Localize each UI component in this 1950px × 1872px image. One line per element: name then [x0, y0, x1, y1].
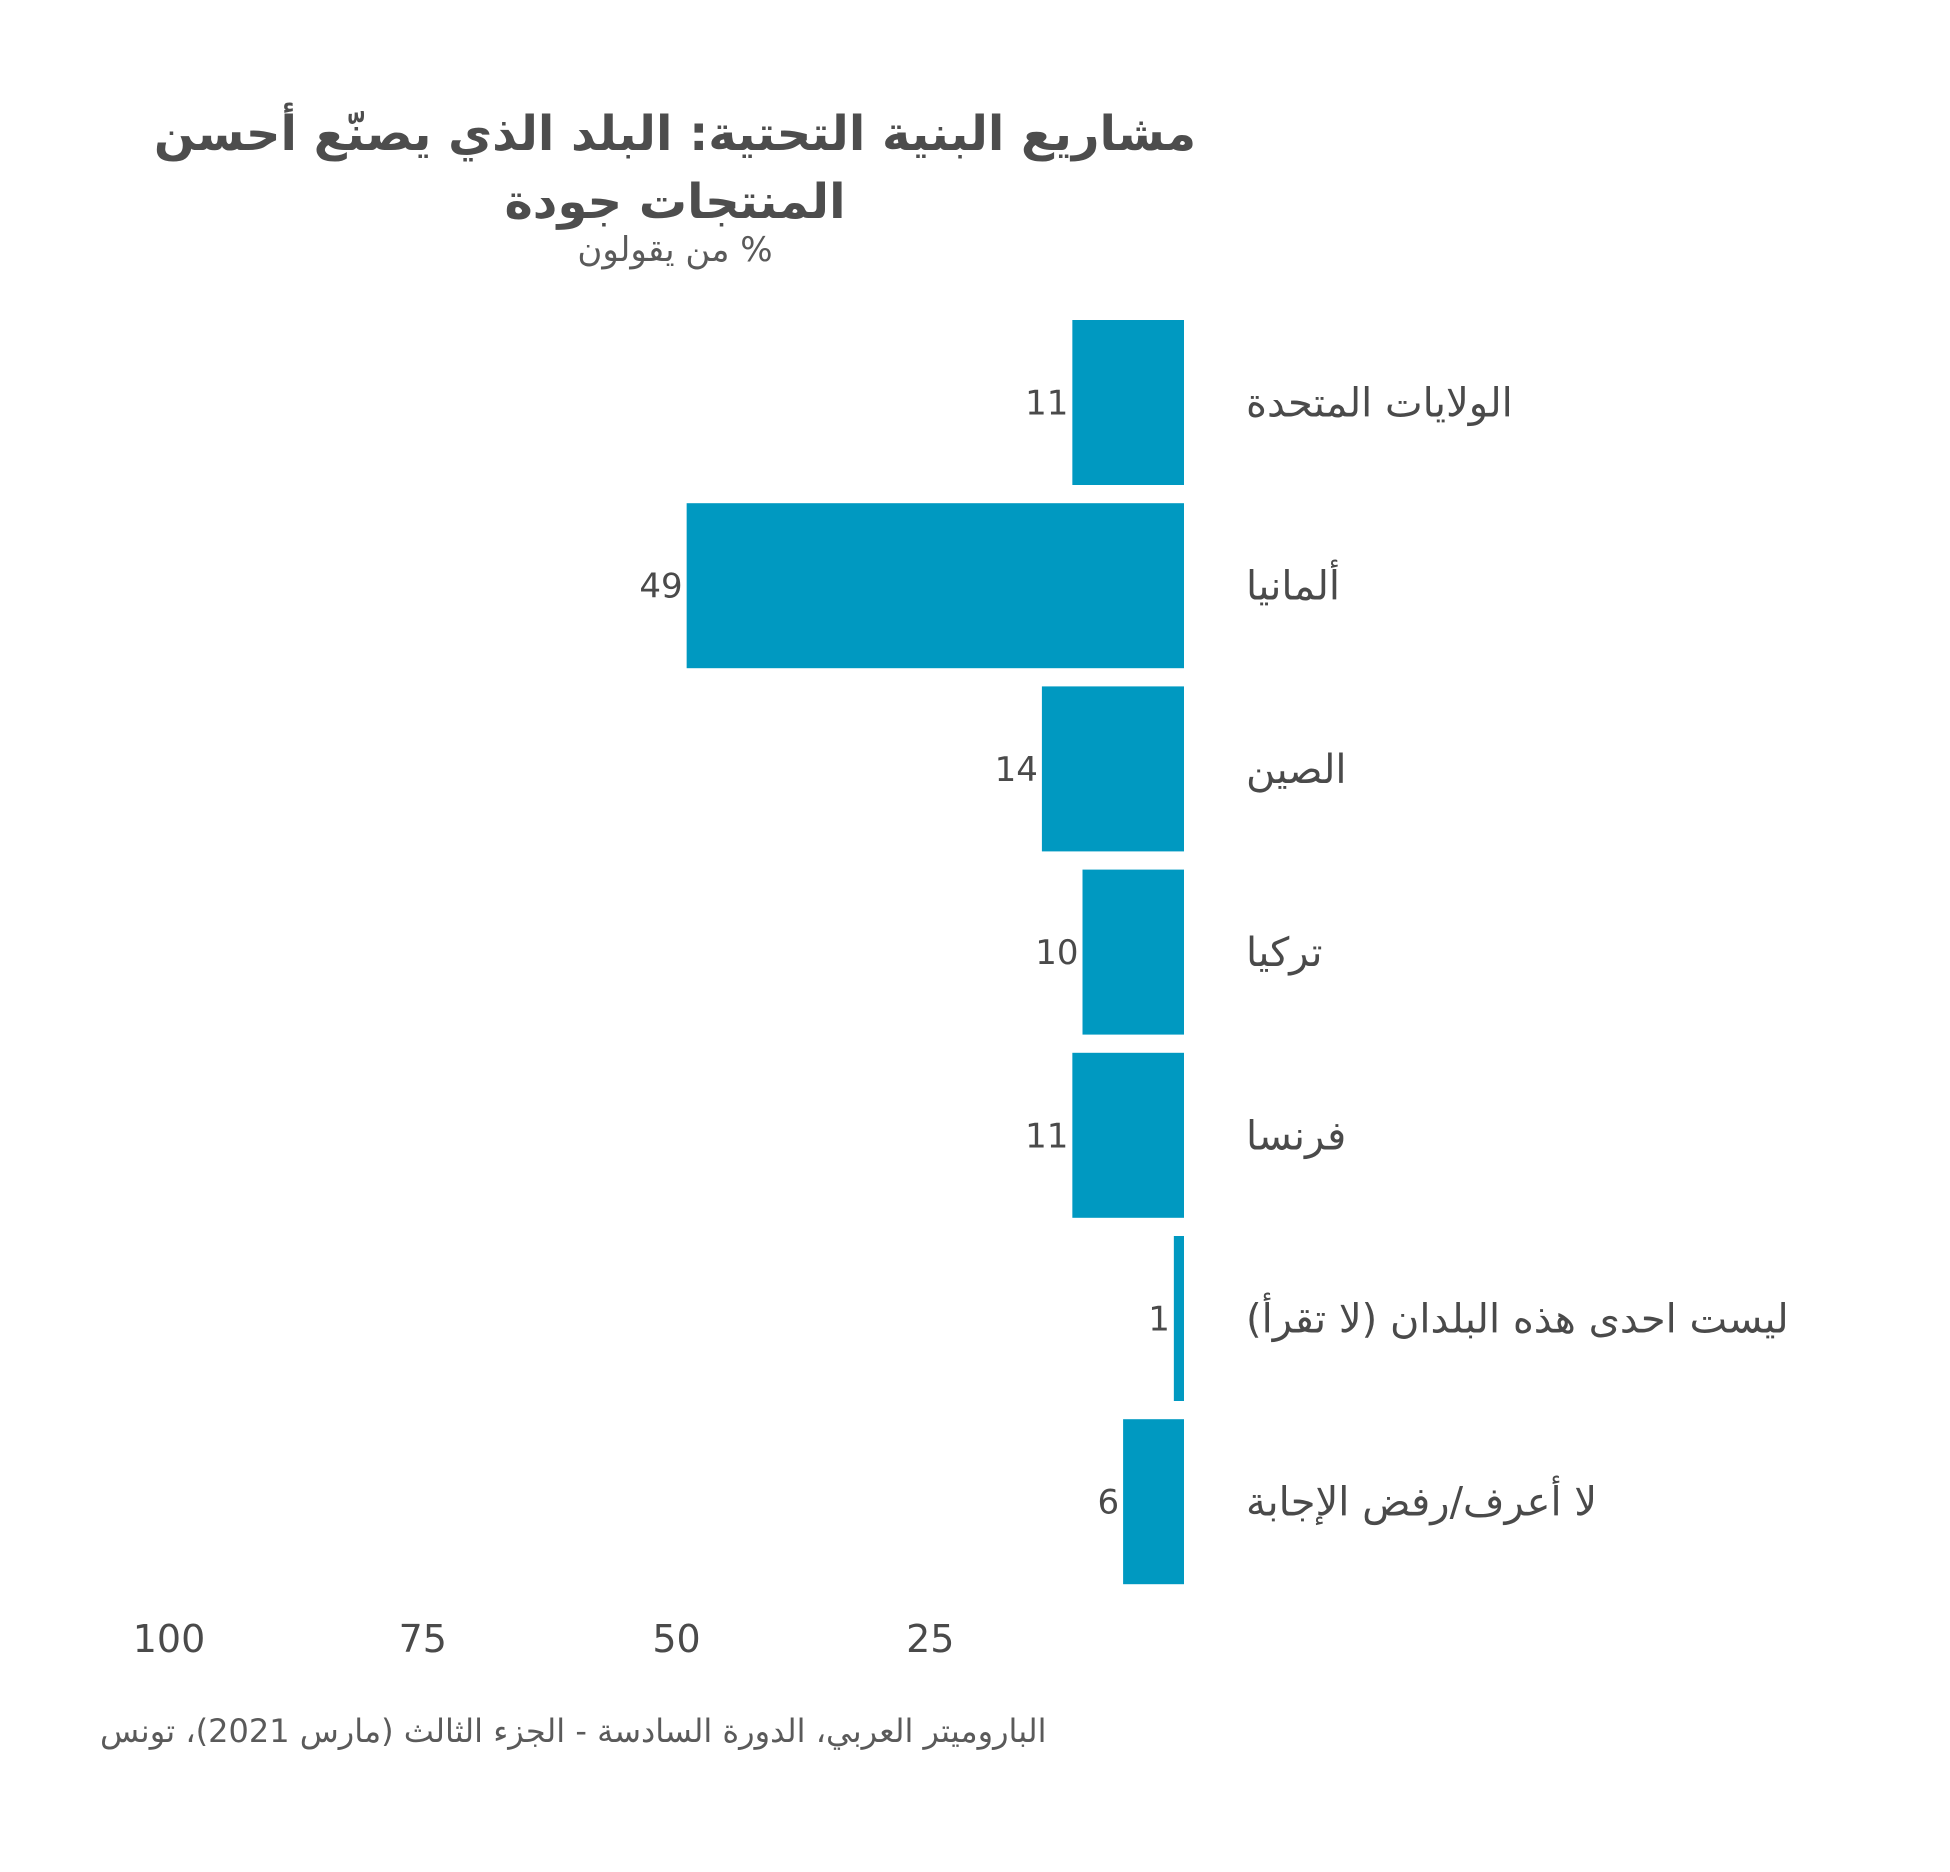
- value-label: 11: [1025, 384, 1068, 424]
- category-labels-group: الولايات المتحدة ألمانيا الصين تركيا فرنسا لي…: [1246, 381, 1789, 1526]
- x-tick-label: 50: [652, 1617, 700, 1661]
- value-label: 14: [995, 750, 1038, 790]
- source-note: الباروميتر العربي، الدورة السادسة - الجز…: [100, 1712, 1047, 1750]
- category-label: ألمانيا: [1246, 560, 1340, 610]
- bar: [1072, 320, 1184, 485]
- category-label: لا أعرف/رفض الإجابة: [1246, 1476, 1597, 1526]
- bar: [686, 503, 1184, 669]
- category-label: تركيا: [1246, 930, 1323, 976]
- x-tick-label: 75: [399, 1617, 447, 1661]
- value-label: 49: [639, 567, 682, 607]
- category-label: الصين: [1246, 747, 1347, 793]
- x-tick-label: 25: [906, 1617, 954, 1661]
- category-label: ليست احدى هذه البلدان (لا تقرأ): [1246, 1293, 1789, 1343]
- value-label: 1: [1148, 1300, 1170, 1340]
- chart-title: مشاريع البنية التحتية: البلد الذي يصنّع …: [153, 106, 1197, 230]
- bar: [1072, 1052, 1184, 1218]
- value-label: 6: [1097, 1483, 1119, 1523]
- category-label: الولايات المتحدة: [1246, 381, 1513, 427]
- bars-group: [686, 320, 1184, 1585]
- bar: [1082, 869, 1184, 1035]
- x-axis-ticks: 25 50 75 100: [133, 1617, 955, 1661]
- bar: [1041, 686, 1184, 852]
- bar: [1123, 1419, 1184, 1585]
- value-label: 11: [1025, 1116, 1068, 1156]
- value-label: 10: [1035, 933, 1078, 973]
- bar: [1173, 1236, 1184, 1401]
- chart-subtitle: % من يقولون: [577, 230, 773, 270]
- x-tick-label: 100: [133, 1617, 206, 1661]
- category-label: فرنسا: [1246, 1113, 1346, 1159]
